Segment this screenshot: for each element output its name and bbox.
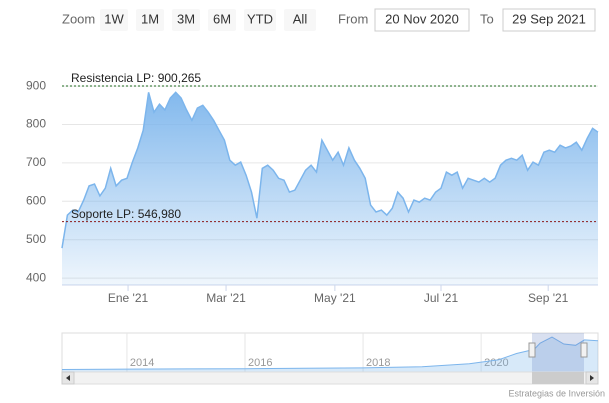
range-button[interactable]: YTD xyxy=(244,9,276,31)
button-label[interactable]: All xyxy=(293,11,308,26)
button-bg[interactable] xyxy=(100,9,128,31)
to-date[interactable]: 29 Sep 2021 xyxy=(512,11,586,26)
to-label: To xyxy=(480,11,494,26)
button-bg[interactable] xyxy=(284,9,316,31)
arrow-right xyxy=(590,375,594,381)
button-label[interactable]: 6M xyxy=(213,11,231,26)
plot-line-label: Resistencia LP: 900,265 xyxy=(71,71,201,85)
from-label: From xyxy=(338,11,368,26)
x-tick-label: Sep '21 xyxy=(528,291,569,305)
arrow-left xyxy=(66,375,70,381)
y-tick-label: 500 xyxy=(26,232,46,246)
navigator-tick-label: 2018 xyxy=(366,357,390,369)
button-bg[interactable] xyxy=(136,9,164,31)
y-tick-label: 700 xyxy=(26,155,46,169)
navigator-selection[interactable] xyxy=(532,333,584,372)
y-tick-label: 400 xyxy=(26,270,46,284)
scrollbar-thumb[interactable] xyxy=(532,372,584,384)
area xyxy=(62,92,598,285)
range-button[interactable]: 6M xyxy=(208,9,236,31)
y-tick-label: 900 xyxy=(26,78,46,92)
credits: Estrategias de Inversión xyxy=(508,388,605,398)
button-bg[interactable] xyxy=(208,9,236,31)
y-tick-label: 600 xyxy=(26,193,46,207)
y-tick-label: 800 xyxy=(26,117,46,131)
navigator-line xyxy=(61,336,599,370)
button-label[interactable]: 3M xyxy=(177,11,195,26)
x-tick-label: Jul '21 xyxy=(424,291,459,305)
navigator-handle[interactable] xyxy=(528,342,536,358)
x-tick-label: Ene '21 xyxy=(108,291,149,305)
scrollbar-track[interactable] xyxy=(61,371,599,385)
range-button[interactable]: All xyxy=(284,9,316,31)
range-button[interactable]: 3M xyxy=(172,9,200,31)
navigator-handle[interactable] xyxy=(580,342,588,358)
x-tick-label: Mar '21 xyxy=(206,291,246,305)
navigator-area xyxy=(62,337,598,372)
x-tick-label: May '21 xyxy=(314,291,356,305)
button-bg[interactable] xyxy=(244,9,276,31)
button-label[interactable]: 1W xyxy=(104,11,124,26)
navigator-tick-label: 2016 xyxy=(248,357,272,369)
navigator-tick-label: 2020 xyxy=(484,357,508,369)
from-input[interactable] xyxy=(374,8,470,32)
line xyxy=(61,91,599,249)
to-input[interactable] xyxy=(502,8,596,32)
plot-line-label: Soporte LP: 546,980 xyxy=(71,207,181,221)
range-button[interactable]: 1W xyxy=(100,9,128,31)
from-date[interactable]: 20 Nov 2020 xyxy=(385,11,459,26)
zoom-label: Zoom xyxy=(62,11,95,26)
button-bg[interactable] xyxy=(172,9,200,31)
button-label[interactable]: 1M xyxy=(141,11,159,26)
range-button[interactable]: 1M xyxy=(136,9,164,31)
button-label[interactable]: YTD xyxy=(247,11,273,26)
navigator-tick-label: 2014 xyxy=(130,357,154,369)
